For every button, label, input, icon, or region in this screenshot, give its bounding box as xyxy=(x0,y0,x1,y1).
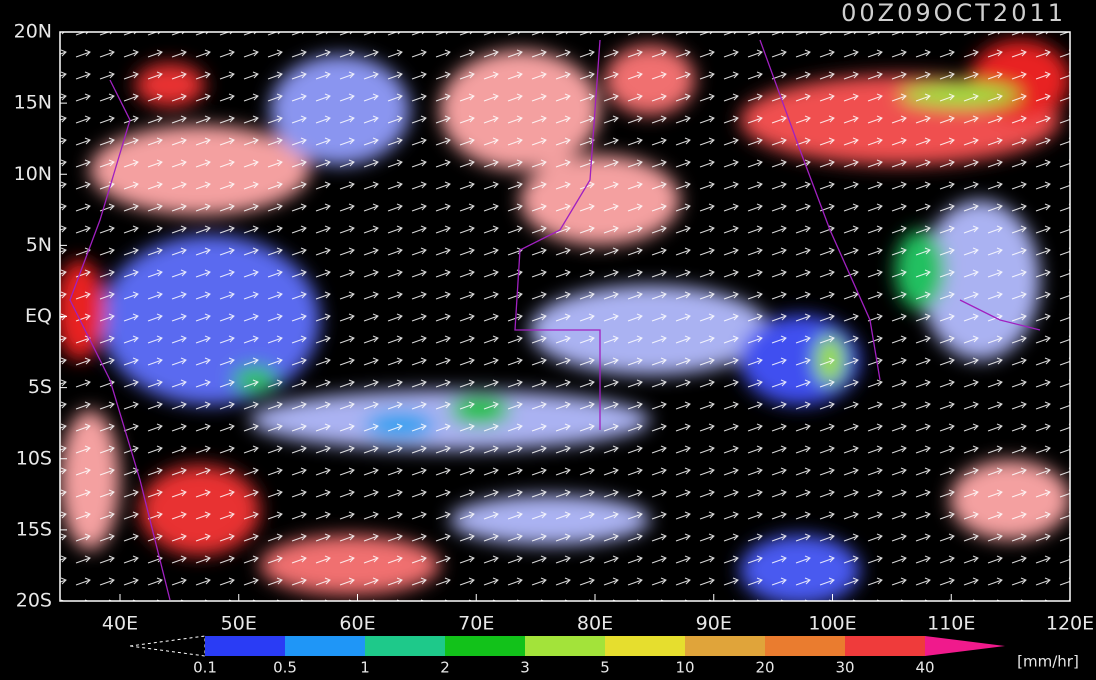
colorbar: 0.1 0.5 1 2 3 5 10 20 30 40 [mm/hr] xyxy=(129,635,1079,677)
colorbar-label: 2 xyxy=(440,659,450,677)
colorbar-segment xyxy=(765,636,845,656)
colorbar-label: 0.1 xyxy=(193,659,217,677)
colorbar-label: 20 xyxy=(755,659,774,677)
latitude-label: 10S xyxy=(16,447,52,469)
colorbar-segment xyxy=(525,636,605,656)
colorbar-segment xyxy=(205,636,285,656)
colorbar-unit: [mm/hr] xyxy=(1017,653,1079,671)
longitude-label: 50E xyxy=(221,613,257,635)
latitude-axis: 20N 15N 10N 5N EQ 5S 10S 15S 20S xyxy=(14,21,67,612)
latitude-label: 20N xyxy=(14,21,52,43)
longitude-label: 70E xyxy=(458,613,494,635)
colorbar-segment xyxy=(445,636,525,656)
wind-vectors xyxy=(60,32,1070,601)
longitude-label: 110E xyxy=(927,613,975,635)
latitude-label: 5S xyxy=(28,376,52,398)
colorbar-label: 1 xyxy=(360,659,370,677)
coastlines xyxy=(69,39,1041,601)
map-area xyxy=(60,32,1070,601)
longitude-label: 100E xyxy=(808,613,856,635)
latitude-label: 10N xyxy=(14,163,52,185)
colorbar-label: 0.5 xyxy=(273,659,297,677)
latitude-label: 15S xyxy=(16,518,52,540)
colorbar-segment xyxy=(605,636,685,656)
latitude-label: 20S xyxy=(16,590,52,612)
latitude-label: 15N xyxy=(14,92,52,114)
longitude-label: 60E xyxy=(339,613,375,635)
colorbar-high-end xyxy=(925,636,1005,656)
colorbar-segment xyxy=(685,636,765,656)
longitude-label: 90E xyxy=(696,613,732,635)
colorbar-segment xyxy=(285,636,365,656)
colorbar-label: 10 xyxy=(675,659,694,677)
longitude-label: 40E xyxy=(102,613,138,635)
colorbar-segment xyxy=(365,636,445,656)
longitude-label: 120E xyxy=(1046,613,1094,635)
colorbar-label: 40 xyxy=(915,659,934,677)
colorbar-label: 30 xyxy=(835,659,854,677)
map-title: 00Z09OCT2011 xyxy=(841,0,1066,27)
longitude-axis: 40E 50E 60E 70E 80E 90E 100E 110E 120E xyxy=(102,594,1094,635)
latitude-label: 5N xyxy=(26,234,52,256)
latitude-label: EQ xyxy=(25,305,52,327)
colorbar-label: 3 xyxy=(520,659,530,677)
colorbar-segment xyxy=(845,636,925,656)
longitude-label: 80E xyxy=(577,613,613,635)
colorbar-label: 5 xyxy=(600,659,610,677)
colorbar-low-end xyxy=(129,635,206,657)
